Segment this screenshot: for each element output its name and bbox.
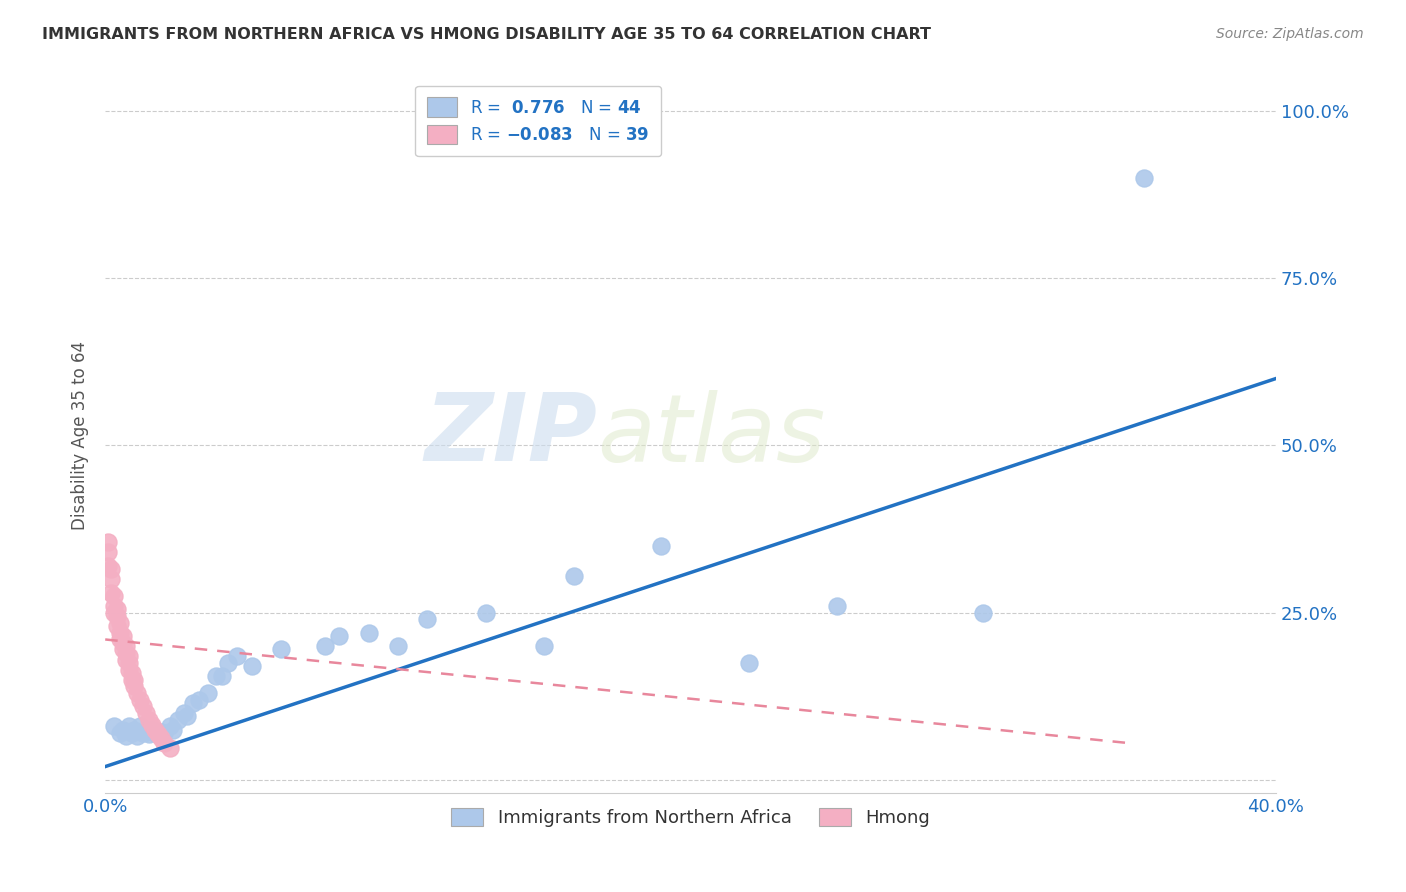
Point	[135, 724, 157, 739]
Point	[111, 642, 134, 657]
Point	[111, 636, 134, 650]
Point	[738, 656, 761, 670]
Point	[650, 539, 672, 553]
Point	[240, 659, 263, 673]
Point	[108, 625, 131, 640]
Point	[149, 724, 172, 739]
Point	[187, 692, 209, 706]
Point	[103, 599, 125, 613]
Point	[103, 719, 125, 733]
Point	[533, 639, 555, 653]
Point	[138, 727, 160, 741]
Point	[124, 679, 146, 693]
Point	[270, 642, 292, 657]
Point	[205, 669, 228, 683]
Point	[167, 713, 190, 727]
Point	[387, 639, 409, 653]
Point	[328, 629, 350, 643]
Point	[474, 606, 496, 620]
Point	[162, 723, 184, 737]
Point	[111, 723, 134, 737]
Point	[141, 718, 163, 732]
Point	[97, 535, 120, 549]
Point	[114, 730, 136, 744]
Point	[117, 719, 139, 733]
Point	[97, 545, 120, 559]
Point	[146, 727, 169, 741]
Point	[972, 606, 994, 620]
Point	[103, 606, 125, 620]
Point	[111, 629, 134, 643]
Text: ZIP: ZIP	[425, 390, 598, 482]
Point	[416, 612, 439, 626]
Y-axis label: Disability Age 35 to 64: Disability Age 35 to 64	[72, 341, 89, 530]
Point	[141, 723, 163, 737]
Point	[121, 665, 143, 680]
Point	[100, 562, 122, 576]
Point	[127, 686, 149, 700]
Point	[121, 673, 143, 687]
Point	[117, 663, 139, 677]
Point	[314, 639, 336, 653]
Point	[173, 706, 195, 720]
Point	[127, 730, 149, 744]
Point	[105, 602, 128, 616]
Point	[114, 646, 136, 660]
Point	[149, 731, 172, 746]
Point	[152, 726, 174, 740]
Point	[135, 706, 157, 720]
Point	[176, 709, 198, 723]
Point	[121, 726, 143, 740]
Point	[108, 726, 131, 740]
Point	[197, 686, 219, 700]
Text: Source: ZipAtlas.com: Source: ZipAtlas.com	[1216, 27, 1364, 41]
Point	[129, 719, 152, 733]
Point	[100, 572, 122, 586]
Point	[211, 669, 233, 683]
Point	[105, 609, 128, 624]
Legend: Immigrants from Northern Africa, Hmong: Immigrants from Northern Africa, Hmong	[443, 801, 938, 834]
Text: IMMIGRANTS FROM NORTHERN AFRICA VS HMONG DISABILITY AGE 35 TO 64 CORRELATION CHA: IMMIGRANTS FROM NORTHERN AFRICA VS HMONG…	[42, 27, 931, 42]
Point	[562, 569, 585, 583]
Point	[143, 723, 166, 737]
Point	[138, 713, 160, 727]
Point	[226, 649, 249, 664]
Point	[152, 736, 174, 750]
Point	[143, 726, 166, 740]
Point	[146, 727, 169, 741]
Point	[357, 625, 380, 640]
Point	[825, 599, 848, 613]
Point	[103, 589, 125, 603]
Point	[124, 723, 146, 737]
Point	[1133, 170, 1156, 185]
Point	[217, 656, 239, 670]
Point	[181, 696, 204, 710]
Point	[129, 692, 152, 706]
Point	[105, 619, 128, 633]
Point	[114, 639, 136, 653]
Point	[159, 719, 181, 733]
Point	[132, 699, 155, 714]
Point	[108, 632, 131, 647]
Text: atlas: atlas	[598, 390, 825, 481]
Point	[132, 726, 155, 740]
Point	[159, 740, 181, 755]
Point	[100, 585, 122, 599]
Point	[117, 656, 139, 670]
Point	[124, 673, 146, 687]
Point	[114, 652, 136, 666]
Point	[108, 615, 131, 630]
Point	[117, 649, 139, 664]
Point	[97, 558, 120, 573]
